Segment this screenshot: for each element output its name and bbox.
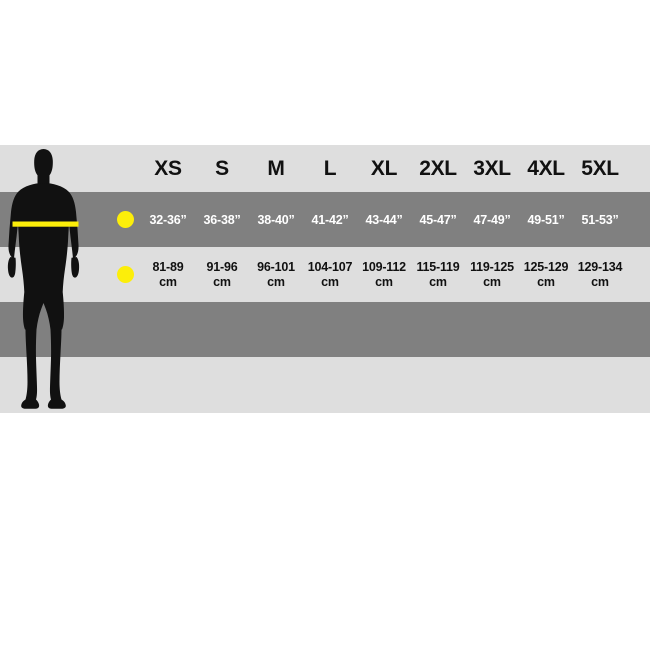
cm-row-right-edge bbox=[628, 247, 650, 302]
cell-inches-5xl: 51-53” bbox=[574, 192, 626, 247]
filler-light-right-edge bbox=[628, 357, 650, 413]
cell-inches-m: 38-40” bbox=[250, 192, 302, 247]
cell-cm-m-unit: cm bbox=[267, 274, 285, 289]
cell-inches-3xl: 47-49” bbox=[466, 192, 518, 247]
cell-cm-4xl-unit: cm bbox=[537, 274, 555, 289]
filler-dark-2xl bbox=[412, 302, 464, 357]
filler-light-s bbox=[196, 357, 248, 413]
filler-light-4xl bbox=[520, 357, 572, 413]
inches-row-left-edge bbox=[98, 192, 109, 247]
filler-light-left-edge bbox=[98, 357, 109, 413]
filler-light-l bbox=[304, 357, 356, 413]
header-size-xs: XS bbox=[142, 145, 194, 192]
cell-cm-l: 104-107 cm bbox=[304, 247, 356, 302]
cell-inches-xs: 32-36” bbox=[142, 192, 194, 247]
filler-light-2xl bbox=[412, 357, 464, 413]
filler-light-m bbox=[250, 357, 302, 413]
cell-cm-xs: 81-89 cm bbox=[142, 247, 194, 302]
filler-dark-xl bbox=[358, 302, 410, 357]
filler-light-marker bbox=[111, 357, 140, 413]
header-size-xl: XL bbox=[358, 145, 410, 192]
filler-light-xl bbox=[358, 357, 410, 413]
cell-cm-3xl-unit: cm bbox=[483, 274, 501, 289]
cell-cm-xl-unit: cm bbox=[375, 274, 393, 289]
cell-inches-l: 41-42” bbox=[304, 192, 356, 247]
cell-inches-xl: 43-44” bbox=[358, 192, 410, 247]
silhouette-body bbox=[7, 149, 80, 409]
cm-row-left-edge bbox=[98, 247, 109, 302]
cell-cm-s-range: 91-96 bbox=[206, 259, 238, 274]
cell-cm-3xl: 119-125 cm bbox=[466, 247, 518, 302]
cell-cm-5xl: 129-134 cm bbox=[574, 247, 626, 302]
header-spacer-cell bbox=[98, 145, 109, 192]
cell-cm-s: 91-96 cm bbox=[196, 247, 248, 302]
cell-inches-2xl: 45-47” bbox=[412, 192, 464, 247]
header-marker-cell bbox=[111, 145, 140, 192]
header-size-3xl: 3XL bbox=[466, 145, 518, 192]
cell-cm-5xl-unit: cm bbox=[591, 274, 609, 289]
filler-dark-marker bbox=[111, 302, 140, 357]
yellow-dot-icon bbox=[117, 211, 134, 228]
header-size-s: S bbox=[196, 145, 248, 192]
filler-dark-s bbox=[196, 302, 248, 357]
cell-cm-xl-range: 109-112 bbox=[362, 259, 406, 274]
filler-light-3xl bbox=[466, 357, 518, 413]
cell-cm-2xl: 115-119 cm bbox=[412, 247, 464, 302]
cell-cm-m-range: 96-101 bbox=[257, 259, 295, 274]
cell-cm-xs-range: 81-89 bbox=[152, 259, 184, 274]
header-right-edge bbox=[628, 145, 650, 192]
filler-dark-4xl bbox=[520, 302, 572, 357]
cell-inches-4xl: 49-51” bbox=[520, 192, 572, 247]
cell-cm-4xl-range: 125-129 bbox=[523, 259, 569, 274]
cell-cm-2xl-unit: cm bbox=[429, 274, 447, 289]
inches-row-marker-cell bbox=[111, 192, 140, 247]
chest-measure-band bbox=[12, 221, 79, 227]
filler-dark-3xl bbox=[466, 302, 518, 357]
inches-row-right-edge bbox=[628, 192, 650, 247]
header-size-4xl: 4XL bbox=[520, 145, 572, 192]
yellow-dot-icon bbox=[117, 266, 134, 283]
cell-inches-s: 36-38” bbox=[196, 192, 248, 247]
header-size-2xl: 2XL bbox=[412, 145, 464, 192]
filler-dark-m bbox=[250, 302, 302, 357]
cell-cm-2xl-range: 115-119 bbox=[416, 259, 460, 274]
size-table: XS S M L XL 2XL 3XL 4XL 5XL 32-36” 36-38… bbox=[98, 145, 650, 413]
filler-dark-5xl bbox=[574, 302, 626, 357]
cell-cm-4xl: 125-129 cm bbox=[520, 247, 572, 302]
header-size-l: L bbox=[304, 145, 356, 192]
filler-light-xs bbox=[142, 357, 194, 413]
filler-dark-xs bbox=[142, 302, 194, 357]
filler-dark-right-edge bbox=[628, 302, 650, 357]
cell-cm-xs-unit: cm bbox=[159, 274, 177, 289]
header-size-m: M bbox=[250, 145, 302, 192]
filler-dark-l bbox=[304, 302, 356, 357]
header-size-5xl: 5XL bbox=[574, 145, 626, 192]
cell-cm-m: 96-101 cm bbox=[250, 247, 302, 302]
male-silhouette bbox=[0, 145, 98, 413]
cell-cm-l-range: 104-107 bbox=[307, 259, 353, 274]
cell-cm-s-unit: cm bbox=[213, 274, 231, 289]
cm-row-marker-cell bbox=[111, 247, 140, 302]
cell-cm-xl: 109-112 cm bbox=[358, 247, 410, 302]
filler-dark-left-edge bbox=[98, 302, 109, 357]
filler-light-5xl bbox=[574, 357, 626, 413]
cell-cm-3xl-range: 119-125 bbox=[470, 259, 514, 274]
cell-cm-l-unit: cm bbox=[321, 274, 339, 289]
cell-cm-5xl-range: 129-134 bbox=[577, 259, 623, 274]
